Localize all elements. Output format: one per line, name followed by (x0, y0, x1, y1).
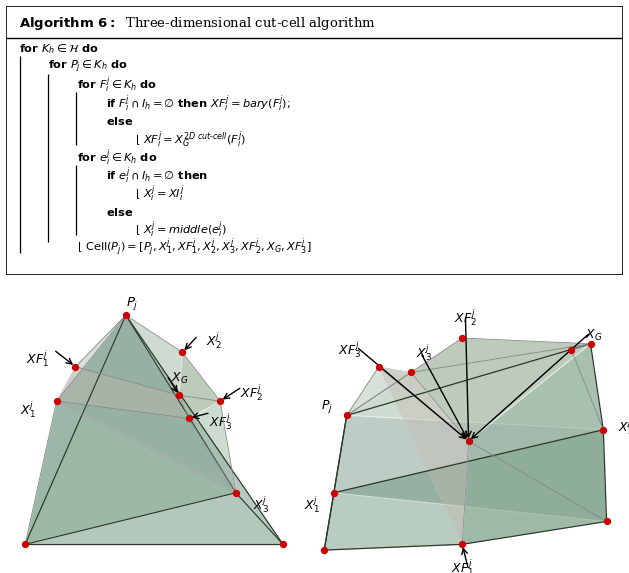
Text: $X_3^j$: $X_3^j$ (253, 494, 269, 515)
Point (70, 362, 81, 371)
Text: $X_1^j$: $X_1^j$ (20, 399, 36, 420)
Point (598, 425, 608, 434)
Text: $XF_3^j$: $XF_3^j$ (338, 339, 362, 360)
Point (174, 391, 184, 400)
Polygon shape (179, 352, 220, 418)
Point (177, 348, 187, 357)
Polygon shape (411, 338, 591, 441)
Polygon shape (25, 493, 283, 544)
Point (20, 540, 30, 549)
Point (231, 488, 241, 497)
Text: $\mathbf{else}$: $\mathbf{else}$ (106, 115, 133, 127)
Text: $X_G$: $X_G$ (170, 371, 188, 386)
Polygon shape (25, 315, 126, 544)
Point (566, 345, 576, 354)
Polygon shape (347, 338, 462, 415)
Polygon shape (325, 415, 347, 550)
Text: $X_3^j$: $X_3^j$ (416, 342, 431, 363)
Text: $XF_1^j$: $XF_1^j$ (26, 348, 49, 368)
Polygon shape (126, 315, 283, 544)
Text: $\bf{Algorithm\ 6:}$  Three-dimensional cut-cell algorithm: $\bf{Algorithm\ 6:}$ Three-dimensional c… (19, 15, 376, 32)
Polygon shape (379, 367, 469, 544)
Text: $\mathbf{if}\ F_i^j \cap I_h = \emptyset\ \mathbf{then}\ XF_i^j = bary(F_i^j);$: $\mathbf{if}\ F_i^j \cap I_h = \emptyset… (106, 93, 291, 113)
Point (464, 437, 474, 446)
Text: $X_1^j$: $X_1^j$ (304, 494, 320, 515)
Polygon shape (347, 338, 603, 430)
Text: $XF_3^j$: $XF_3^j$ (209, 411, 231, 431)
FancyBboxPatch shape (6, 6, 623, 275)
Text: $XF_2^j$: $XF_2^j$ (454, 308, 477, 328)
Polygon shape (57, 315, 236, 493)
Point (278, 540, 288, 549)
Point (184, 414, 194, 423)
Polygon shape (334, 415, 606, 521)
Text: $\mathbf{for}\ P_j \in K_h\ \mathbf{do}$: $\mathbf{for}\ P_j \in K_h\ \mathbf{do}$ (48, 58, 127, 75)
Point (374, 362, 384, 371)
Text: $\lfloor\ X_i^j = XI_i^j$: $\lfloor\ X_i^j = XI_i^j$ (135, 183, 184, 204)
Text: $\lfloor\ \text{Cell}(P_j) = [P_j, X_1^j, XF_1^j, X_2^j, X_3^j, XF_2^j, X_G, XF_: $\lfloor\ \text{Cell}(P_j) = [P_j, X_1^j… (77, 237, 311, 259)
Text: $\mathbf{else}$: $\mathbf{else}$ (106, 206, 133, 218)
Text: $XF_2^j$: $XF_2^j$ (240, 382, 263, 403)
Text: $X_G$: $X_G$ (585, 328, 603, 343)
Point (601, 517, 611, 526)
Point (121, 311, 131, 320)
Point (52, 397, 62, 406)
Point (406, 368, 416, 377)
Polygon shape (462, 344, 606, 544)
Point (342, 411, 352, 420)
Text: $\mathbf{for}\ K_h \in \mathcal{H}\ \mathbf{do}$: $\mathbf{for}\ K_h \in \mathcal{H}\ \mat… (19, 42, 99, 56)
Point (215, 397, 225, 406)
Text: $\mathbf{if}\ e_i^j \cap I_h = \emptyset\ \mathbf{then}$: $\mathbf{if}\ e_i^j \cap I_h = \emptyset… (106, 165, 208, 186)
Point (457, 333, 467, 343)
Polygon shape (25, 401, 236, 544)
Point (457, 540, 467, 549)
Point (319, 545, 330, 555)
Text: $\mathbf{for}\ e_i^j \in K_h\ \mathbf{do}$: $\mathbf{for}\ e_i^j \in K_h\ \mathbf{do… (77, 147, 157, 168)
Polygon shape (126, 315, 236, 493)
Text: $P_j$: $P_j$ (126, 295, 138, 312)
Polygon shape (57, 315, 126, 401)
Polygon shape (57, 367, 189, 418)
Polygon shape (325, 430, 606, 550)
Text: $X_2^j$: $X_2^j$ (206, 331, 221, 351)
Text: $\lfloor\ XF_i^j = X_G^{2D\ cut\text{-}cell}(F_i^j)$: $\lfloor\ XF_i^j = X_G^{2D\ cut\text{-}c… (135, 129, 246, 150)
Text: $\mathbf{for}\ F_i^j \in K_h\ \mathbf{do}$: $\mathbf{for}\ F_i^j \in K_h\ \mathbf{do… (77, 74, 157, 96)
Polygon shape (25, 315, 236, 544)
Text: $P_j$: $P_j$ (321, 398, 333, 415)
Point (329, 488, 339, 497)
Text: $\lfloor\ X_i^j = middle(e_i^j)$: $\lfloor\ X_i^j = middle(e_i^j)$ (135, 219, 226, 240)
Text: $X_2^j$: $X_2^j$ (618, 417, 629, 437)
Text: $XF_1^j$: $XF_1^j$ (451, 557, 474, 573)
Point (586, 339, 596, 348)
